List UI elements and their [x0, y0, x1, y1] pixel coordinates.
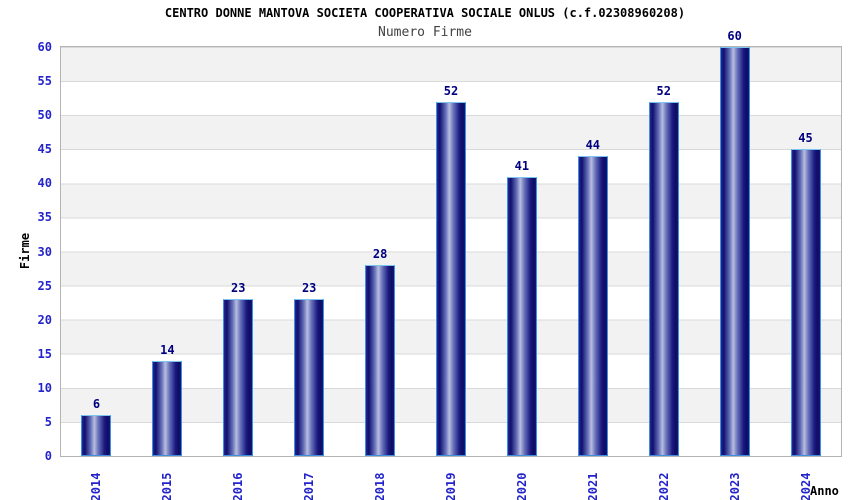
x-tick-label: 2017 [302, 472, 317, 500]
bar-value-label: 52 [656, 83, 671, 98]
bar-value-label: 41 [514, 158, 530, 173]
bar-value-label: 14 [160, 342, 175, 357]
chart-subtitle: Numero Firme [378, 25, 472, 40]
bar-value-label: 23 [301, 281, 317, 296]
y-tick-label: 45 [37, 142, 52, 157]
x-tick-label: 2020 [514, 472, 529, 500]
bar [81, 415, 112, 456]
x-tick-label: 2016 [231, 472, 246, 500]
y-tick-label: 50 [37, 108, 52, 123]
y-tick-label: 60 [37, 40, 52, 54]
x-tick-label: 2019 [444, 472, 458, 500]
y-tick-label: 20 [37, 312, 52, 327]
x-tick-label: 2015 [160, 472, 175, 500]
x-axis-title: Anno [810, 484, 839, 498]
plot-area: 6 14 23 23 28 52 41 44 52 60 45 [60, 29, 842, 457]
bar-value-label: 23 [231, 281, 246, 296]
x-tick-label: 2022 [656, 472, 671, 500]
bar [365, 265, 396, 456]
y-tick-label: 35 [37, 210, 52, 225]
bar-value-label: 52 [443, 83, 459, 98]
y-tick-label: 30 [37, 244, 52, 259]
y-tick-label: 40 [37, 176, 52, 191]
x-tick-label: 2018 [373, 472, 388, 500]
bar [648, 101, 679, 456]
y-tick-label: 25 [37, 278, 52, 293]
bar-value-label: 28 [372, 247, 388, 262]
y-tick-label: 10 [37, 380, 52, 395]
bar [294, 299, 325, 456]
bar-value-label: 6 [92, 397, 101, 412]
y-tick-label: 0 [44, 449, 52, 463]
y-tick-label: 15 [37, 346, 52, 361]
bar [577, 156, 608, 456]
bar [506, 176, 537, 456]
bar [436, 101, 466, 456]
x-tick-label: 2014 [89, 472, 104, 500]
bar-value-label: 44 [585, 138, 601, 153]
bar-value-label: 60 [727, 29, 742, 43]
bar [223, 299, 254, 456]
bar [719, 47, 750, 456]
chart-title: CENTRO DONNE MANTOVA SOCIETA COOPERATIVA… [164, 6, 686, 20]
y-tick-label: 5 [44, 414, 52, 429]
bar-value-label: 45 [798, 131, 813, 146]
y-tick-label: 55 [37, 74, 52, 89]
bar [790, 149, 821, 456]
x-tick-label: 2023 [727, 472, 742, 500]
bar [152, 360, 183, 456]
x-tick-label: 2021 [585, 472, 600, 500]
